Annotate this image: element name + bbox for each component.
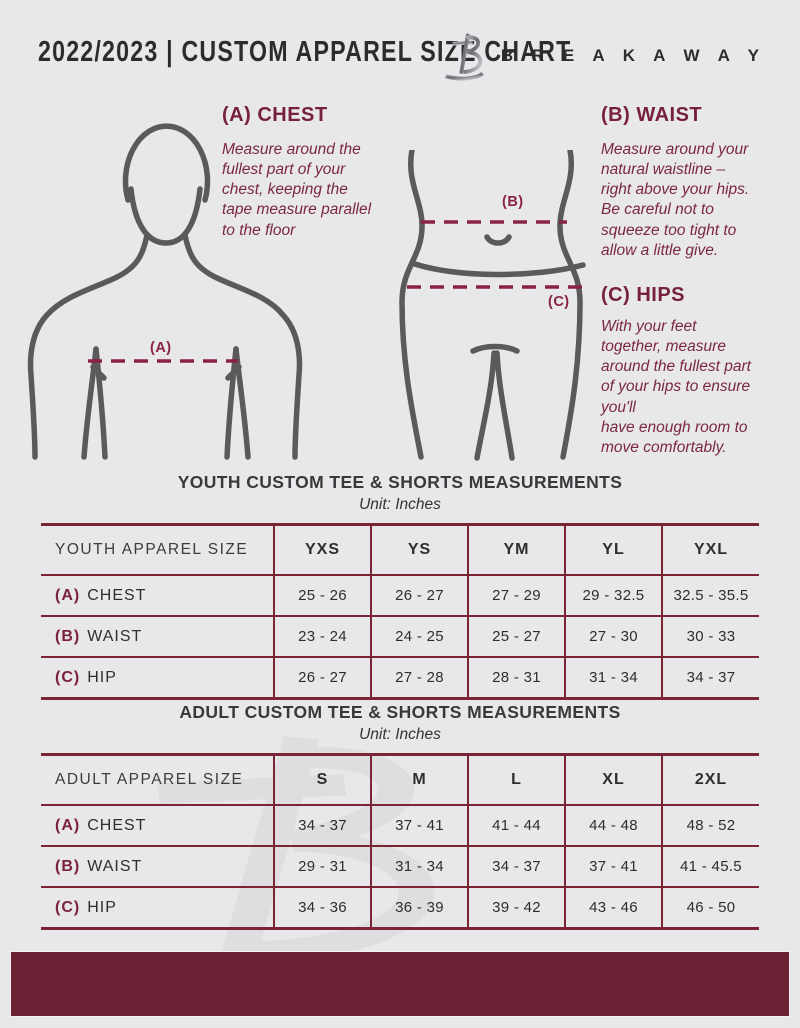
cell-value: 25 - 26: [273, 575, 371, 616]
row-prefix: (C): [55, 668, 81, 686]
chest-figure-illustration: [25, 105, 305, 460]
cell-value: 39 - 42: [467, 887, 565, 929]
row-prefix: (A): [55, 816, 81, 834]
table-row: (C) HIP 26 - 27 27 - 28 28 - 31 31 - 34 3…: [41, 657, 759, 699]
cell-value: 37 - 41: [370, 805, 468, 846]
chest-heading: (A) CHEST: [222, 104, 328, 126]
row-label: HIP: [87, 668, 117, 686]
cell-value: 41 - 45.5: [661, 846, 759, 887]
row-prefix: (B): [55, 857, 81, 875]
row-label: CHEST: [87, 816, 147, 834]
cell-value: 48 - 52: [661, 805, 759, 846]
cell-value: 26 - 27: [273, 657, 371, 699]
size-label: XL: [564, 754, 662, 805]
size-label: YXL: [661, 524, 759, 575]
adult-size-section: ADULT CUSTOM TEE & SHORTS MEASUREMENTS U…: [0, 702, 800, 930]
adult-table-unit: Unit: Inches: [359, 726, 441, 743]
cell-value: 27 - 28: [370, 657, 468, 699]
brand-block: B R E A K A W A Y: [442, 28, 766, 84]
cell-value: 24 - 25: [370, 616, 468, 657]
brand-name: B R E A K A W A Y: [500, 46, 766, 65]
breakaway-logo-icon: [442, 28, 488, 84]
cell-value: 37 - 41: [564, 846, 662, 887]
footer-accent-bar: [10, 951, 790, 1017]
waist-hips-figure-illustration: [395, 150, 595, 465]
youth-size-col-header: YOUTH APPAREL SIZE: [55, 541, 249, 558]
hips-heading: (C) HIPS: [601, 284, 685, 306]
cell-value: 31 - 34: [564, 657, 662, 699]
youth-table-title: YOUTH CUSTOM TEE & SHORTS MEASUREMENTS: [177, 472, 623, 492]
cell-value: 34 - 37: [467, 846, 565, 887]
cell-value: 25 - 27: [467, 616, 565, 657]
cell-value: 34 - 37: [661, 657, 759, 699]
hips-instructions: With your feet together, measure around …: [601, 318, 751, 456]
cell-value: 44 - 48: [564, 805, 662, 846]
cell-value: 27 - 30: [564, 616, 662, 657]
size-label: YS: [370, 524, 468, 575]
table-row: (A) CHEST 25 - 26 26 - 27 27 - 29 29 - 32…: [41, 575, 759, 616]
size-label: YXS: [273, 524, 371, 575]
marker-a-label: (A): [150, 340, 172, 356]
cell-value: 34 - 36: [273, 887, 371, 929]
cell-value: 27 - 29: [467, 575, 565, 616]
waist-heading: (B) WAIST: [601, 104, 703, 126]
row-label: HIP: [87, 898, 117, 916]
cell-value: 23 - 24: [273, 616, 371, 657]
row-prefix: (C): [55, 898, 81, 916]
cell-value: 31 - 34: [370, 846, 468, 887]
table-row: (B) WAIST 23 - 24 24 - 25 25 - 27 27 - 30…: [41, 616, 759, 657]
cell-value: 30 - 33: [661, 616, 759, 657]
table-row: (C) HIP 34 - 36 36 - 39 39 - 42 43 - 46 4…: [41, 887, 759, 929]
marker-c-label: (C): [548, 294, 570, 310]
adult-header-row: ADULT APPAREL SIZE S M L XL 2XL: [41, 754, 759, 805]
youth-table-unit: Unit: Inches: [359, 496, 441, 513]
size-label: 2XL: [661, 754, 759, 805]
size-label: YL: [564, 524, 662, 575]
table-row: (B) WAIST 29 - 31 31 - 34 34 - 37 37 - 41…: [41, 846, 759, 887]
row-prefix: (B): [55, 627, 81, 645]
cell-value: 46 - 50: [661, 887, 759, 929]
row-prefix: (A): [55, 586, 81, 604]
youth-header-row: YOUTH APPAREL SIZE YXS YS YM YL YXL: [41, 524, 759, 575]
size-label: YM: [467, 524, 565, 575]
adult-table-title: ADULT CUSTOM TEE & SHORTS MEASUREMENTS: [179, 702, 621, 722]
cell-value: 29 - 32.5: [564, 575, 662, 616]
chest-instructions: Measure around the fullest part of your …: [222, 141, 372, 239]
cell-value: 36 - 39: [370, 887, 468, 929]
cell-value: 34 - 37: [273, 805, 371, 846]
row-label: WAIST: [87, 857, 143, 875]
row-label: WAIST: [87, 627, 143, 645]
row-label: CHEST: [87, 586, 147, 604]
marker-b-label: (B): [502, 194, 524, 210]
youth-size-table: YOUTH APPAREL SIZE YXS YS YM YL YXL (A) C…: [41, 523, 759, 700]
adult-size-table: ADULT APPAREL SIZE S M L XL 2XL (A) CHEST…: [41, 753, 759, 930]
waist-instructions: Measure around your natural waistline – …: [601, 141, 750, 259]
size-label: M: [370, 754, 468, 805]
cell-value: 41 - 44: [467, 805, 565, 846]
cell-value: 28 - 31: [467, 657, 565, 699]
table-row: (A) CHEST 34 - 37 37 - 41 41 - 44 44 - 48…: [41, 805, 759, 846]
adult-size-col-header: ADULT APPAREL SIZE: [55, 771, 244, 788]
size-label: S: [273, 754, 371, 805]
cell-value: 43 - 46: [564, 887, 662, 929]
cell-value: 29 - 31: [273, 846, 371, 887]
cell-value: 32.5 - 35.5: [661, 575, 759, 616]
size-label: L: [467, 754, 565, 805]
youth-size-section: YOUTH CUSTOM TEE & SHORTS MEASUREMENTS U…: [0, 472, 800, 700]
cell-value: 26 - 27: [370, 575, 468, 616]
